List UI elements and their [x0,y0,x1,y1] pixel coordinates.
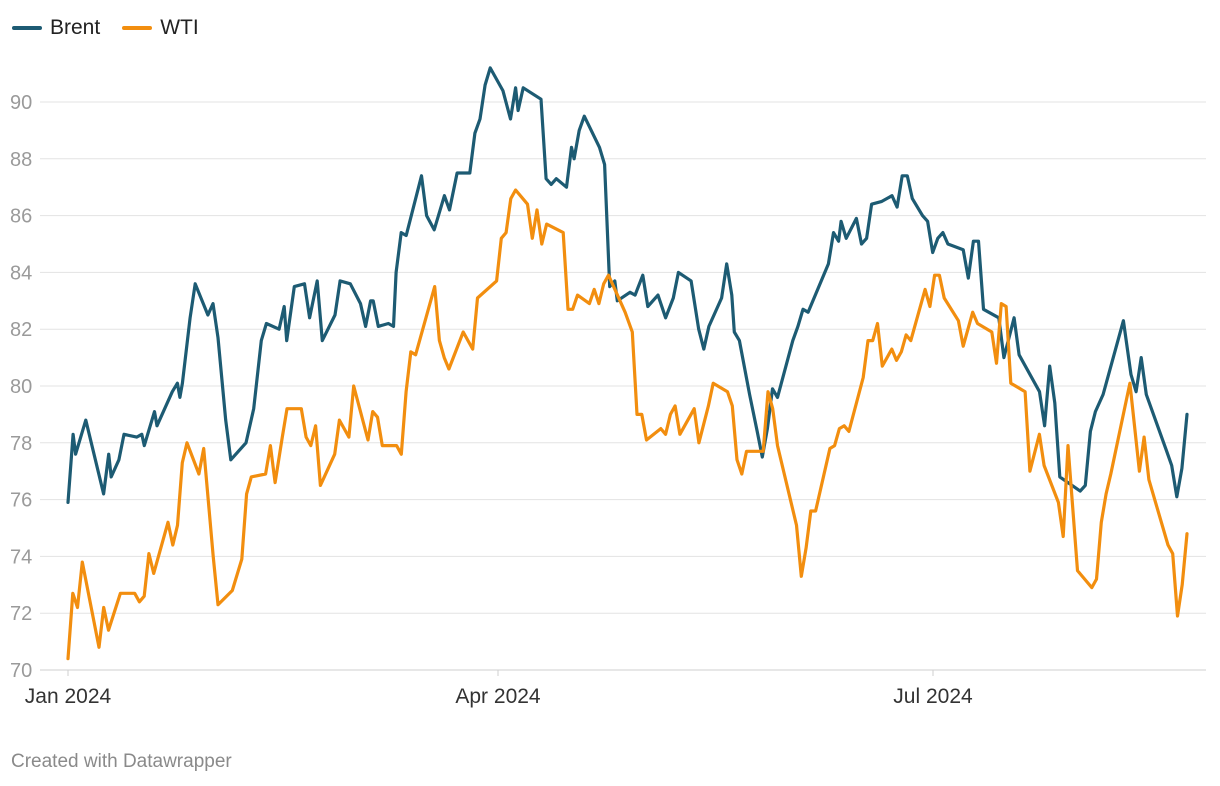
legend-label-wti: WTI [160,16,199,39]
y-tick-label: 70 [10,660,32,682]
legend-swatch-brent [12,26,42,30]
series-line-wti [66,188,1189,661]
y-tick-label: 84 [10,262,32,284]
legend-swatch-wti [122,26,153,30]
y-tick-label: 86 [10,206,32,228]
y-tick-label: 72 [10,603,32,625]
footer-credit: Created with Datawrapper [11,751,232,772]
legend-item-brent: Brent [12,16,100,40]
series-line-brent [66,66,1189,504]
x-tick-label: Jan 2024 [25,685,112,708]
x-tick-label: Jul 2024 [893,685,973,708]
y-tick-label: 90 [10,92,32,114]
y-tick-label: 78 [10,433,32,455]
y-tick-label: 88 [10,149,32,171]
y-tick-label: 74 [10,546,32,568]
y-tick-label: 76 [10,490,32,512]
legend: Brent WTI [12,16,199,40]
y-tick-label: 82 [10,319,32,341]
y-tick-label: 80 [10,376,32,398]
legend-label-brent: Brent [50,16,101,39]
x-tick-label: Apr 2024 [455,685,541,708]
legend-item-wti: WTI [122,16,199,40]
